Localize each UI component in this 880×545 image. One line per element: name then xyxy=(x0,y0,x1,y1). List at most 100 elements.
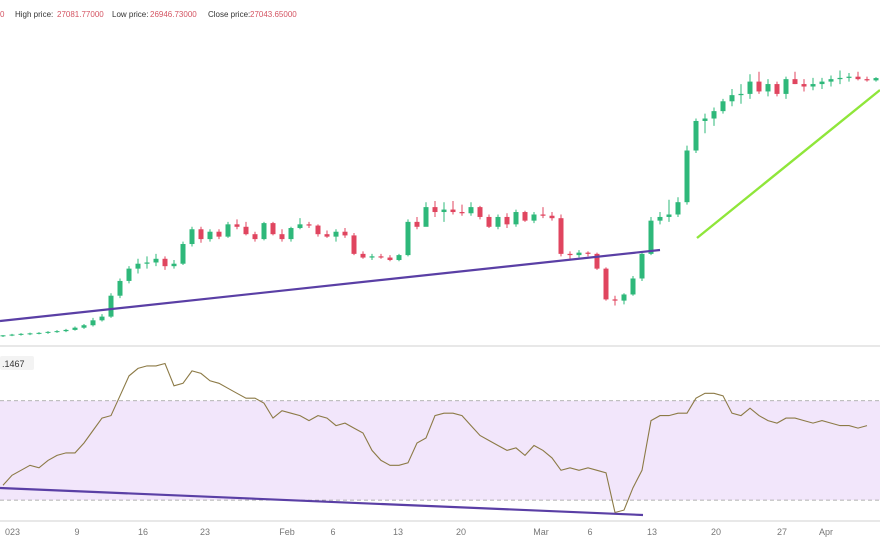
candle-body xyxy=(162,258,168,267)
candle xyxy=(684,145,690,205)
candle xyxy=(522,210,528,222)
candle-body xyxy=(423,207,429,227)
candle xyxy=(279,229,285,242)
candle-body xyxy=(594,253,600,269)
candle xyxy=(90,317,96,327)
candle-body xyxy=(450,209,456,213)
candle-body xyxy=(630,278,636,295)
candle xyxy=(45,331,51,334)
candle xyxy=(81,324,87,329)
candle-body xyxy=(144,262,150,264)
candle-body xyxy=(873,78,879,81)
candle-body xyxy=(306,224,312,226)
x-tick-label: Mar xyxy=(533,527,549,537)
candle-body xyxy=(54,331,60,333)
candle-body xyxy=(207,231,213,240)
candle-body xyxy=(558,218,564,254)
candle-body xyxy=(603,268,609,300)
candle-body xyxy=(720,101,726,112)
candle-body xyxy=(153,258,159,263)
candle-body xyxy=(216,231,222,237)
candle xyxy=(594,252,600,270)
candle xyxy=(225,221,231,238)
candle-body xyxy=(441,209,447,213)
candle-body xyxy=(675,202,681,215)
candle xyxy=(792,71,798,85)
candle-body xyxy=(729,95,735,102)
candle xyxy=(486,214,492,229)
candle xyxy=(387,255,393,262)
candle-body xyxy=(0,335,6,337)
candle-body xyxy=(576,252,582,256)
candle xyxy=(540,207,546,219)
candle-body xyxy=(801,84,807,87)
candle xyxy=(171,260,177,269)
candle xyxy=(729,88,735,107)
candle-body xyxy=(648,220,654,254)
candle-body xyxy=(522,212,528,221)
candle-body xyxy=(855,76,861,80)
candle-body xyxy=(585,252,591,254)
candle-body xyxy=(837,77,843,80)
candle-body xyxy=(297,224,303,229)
candle-body xyxy=(45,331,51,333)
candle xyxy=(666,199,672,222)
candle xyxy=(180,241,186,265)
candle xyxy=(828,75,834,87)
indicator-value: .1467 xyxy=(2,359,25,369)
candle-body xyxy=(468,207,474,214)
candle-body xyxy=(252,234,258,240)
candle-body xyxy=(396,255,402,261)
x-tick-label: Apr xyxy=(819,527,833,537)
candle-body xyxy=(621,294,627,301)
candle-body xyxy=(108,295,114,317)
candle-body xyxy=(369,256,375,258)
candle xyxy=(576,250,582,258)
candle-body xyxy=(639,253,645,279)
candle-body xyxy=(171,263,177,267)
x-tick-label: 20 xyxy=(456,527,466,537)
candle xyxy=(414,216,420,230)
candle xyxy=(189,226,195,247)
candle xyxy=(36,332,42,335)
candle-body xyxy=(261,223,267,240)
candle xyxy=(837,70,843,85)
candle-body xyxy=(495,216,501,227)
x-tick-label: 27 xyxy=(777,527,787,537)
candle xyxy=(513,209,519,227)
candle-body xyxy=(549,215,555,219)
candle xyxy=(693,118,699,153)
candle-body xyxy=(657,216,663,221)
price-trend-line xyxy=(696,89,880,239)
candle-body xyxy=(540,214,546,216)
candle-body xyxy=(405,221,411,256)
candle xyxy=(801,79,807,92)
low-price-label: Low price: xyxy=(112,10,148,19)
x-tick-label: 023 xyxy=(5,527,20,537)
candle-body xyxy=(819,81,825,85)
candle-body xyxy=(180,244,186,264)
rsi-divergence-line xyxy=(0,486,644,517)
candle xyxy=(558,214,564,257)
candle xyxy=(9,333,15,337)
candle xyxy=(252,231,258,242)
candle xyxy=(495,214,501,230)
candle-body xyxy=(765,84,771,92)
candle-body xyxy=(828,79,834,82)
candle-body xyxy=(810,84,816,87)
indicator-value-box xyxy=(0,356,34,370)
candle-body xyxy=(792,79,798,85)
candle-body xyxy=(279,234,285,240)
candle xyxy=(720,98,726,114)
candle-body xyxy=(378,256,384,258)
candle xyxy=(639,251,645,281)
candle-body xyxy=(81,325,87,328)
candle xyxy=(432,200,438,217)
candle xyxy=(846,72,852,82)
candle-body xyxy=(684,150,690,203)
rsi-line xyxy=(2,362,868,514)
candle-body xyxy=(387,257,393,261)
candle-body xyxy=(864,79,870,81)
